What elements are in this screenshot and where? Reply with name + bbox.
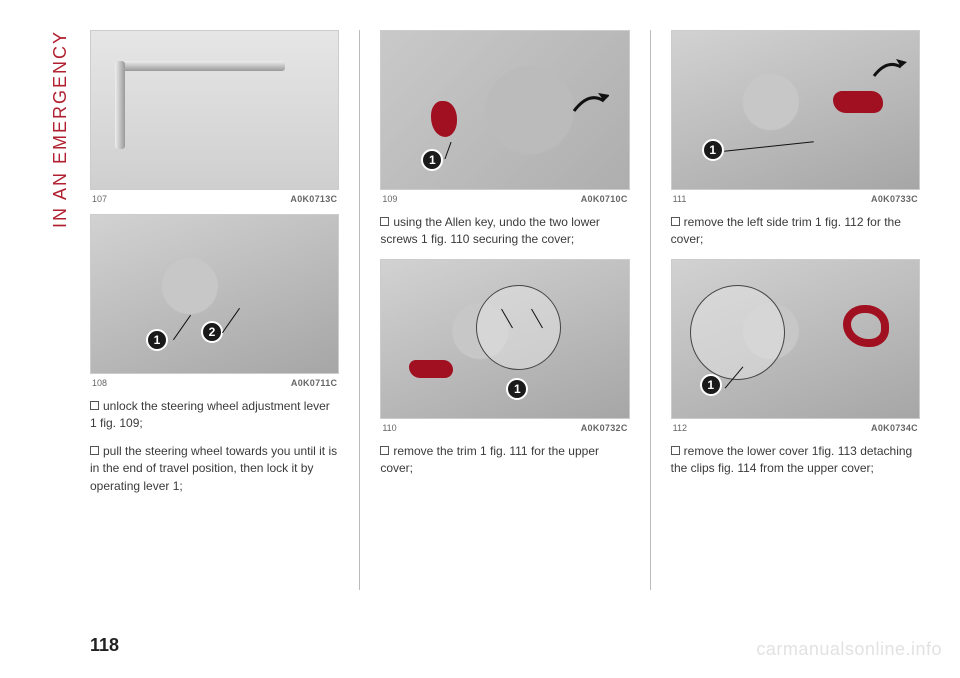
figure-109-caption: 109 A0K0710C [382,194,627,204]
detail-circle [690,285,785,380]
instruction-text: remove the lower cover 1fig. 113 detachi… [671,443,920,478]
detail-circle [476,285,561,370]
instruction-text: pull the steering wheel towards you unti… [90,443,339,495]
instruction-text: using the Allen key, undo the two lower … [380,214,629,249]
column-1: 107 A0K0713C 1 2 108 A0K0711C unlock the… [90,30,339,590]
figure-111: 1 [671,30,920,190]
manual-page: IN AN EMERGENCY 107 A0K0713C 1 2 [0,0,960,678]
instruction-text: unlock the steering wheel adjustment lev… [90,398,339,433]
figure-109: 1 [380,30,629,190]
section-title-vertical: IN AN EMERGENCY [50,30,71,228]
column-separator [359,30,360,590]
arrow-icon [569,81,609,121]
figure-110: 1 [380,259,629,419]
callout-1: 1 [146,329,168,351]
text: unlock the steering wheel adjustment lev… [90,399,330,430]
figure-108-caption: 108 A0K0711C [92,378,337,388]
bullet-icon [90,446,99,455]
figure-107-caption: 107 A0K0713C [92,194,337,204]
instruction-text: remove the trim 1 fig. 111 for the upper… [380,443,629,478]
highlight-red-ring [843,305,889,347]
bullet-icon [671,446,680,455]
arrow-icon [869,51,909,86]
bullet-icon [90,401,99,410]
watermark: carmanualsonline.info [756,639,942,660]
callout-1: 1 [702,139,724,161]
figure-code: A0K0711C [291,378,337,388]
column-2: 1 109 A0K0710C using the Allen key, undo… [380,30,629,590]
figure-code: A0K0732C [581,423,628,433]
callout-1: 1 [506,378,528,400]
highlight-red [431,101,457,137]
text: pull the steering wheel towards you unti… [90,444,337,493]
page-number: 118 [90,635,119,656]
figure-112-caption: 112 A0K0734C [673,423,918,433]
text: remove the lower cover 1fig. 113 detachi… [671,444,913,475]
figure-code: A0K0710C [581,194,628,204]
figure-number: 109 [382,194,397,204]
text: remove the left side trim 1 fig. 112 for… [671,215,901,246]
allen-key-illustration [115,61,295,141]
callout-2: 2 [201,321,223,343]
highlight-red [409,360,453,378]
highlight-red [833,91,883,113]
column-3: 1 111 A0K0733C remove the left side trim… [671,30,920,590]
column-separator [650,30,651,590]
figure-111-caption: 111 A0K0733C [673,194,918,204]
figure-code: A0K0733C [871,194,918,204]
three-column-layout: 107 A0K0713C 1 2 108 A0K0711C unlock the… [90,30,920,590]
figure-number: 111 [673,194,687,204]
bullet-icon [380,217,389,226]
bullet-icon [380,446,389,455]
instruction-text: remove the left side trim 1 fig. 112 for… [671,214,920,249]
callout-1: 1 [700,374,722,396]
text: remove the trim 1 fig. 111 for the upper… [380,444,599,475]
figure-110-caption: 110 A0K0732C [382,423,627,433]
figure-number: 107 [92,194,107,204]
figure-number: 110 [382,423,396,433]
figure-number: 112 [673,423,687,433]
text: using the Allen key, undo the two lower … [380,215,600,246]
figure-code: A0K0734C [871,423,918,433]
figure-108: 1 2 [90,214,339,374]
figure-112: 1 [671,259,920,419]
bullet-icon [671,217,680,226]
figure-107 [90,30,339,190]
figure-code: A0K0713C [290,194,337,204]
figure-number: 108 [92,378,107,388]
